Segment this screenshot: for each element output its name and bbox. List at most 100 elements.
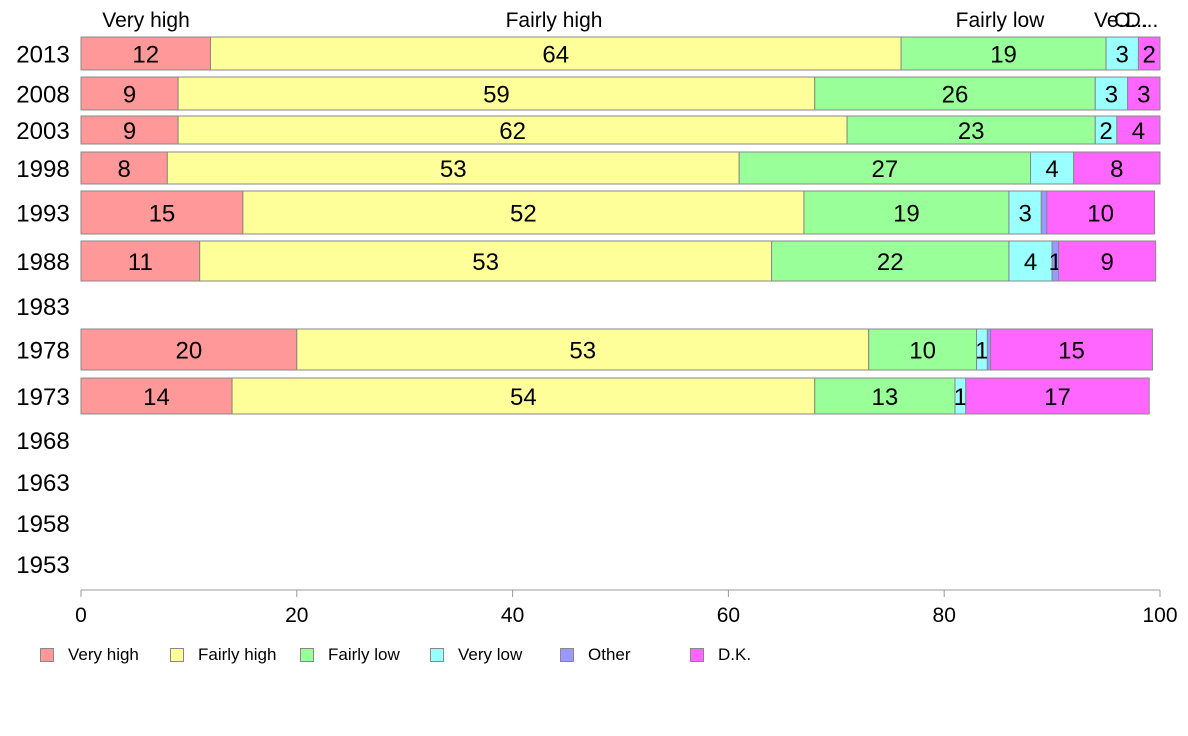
bar-data-label: 2: [1099, 118, 1112, 145]
legend-item: Very high: [40, 645, 170, 665]
year-tick-label: 1958: [16, 511, 69, 538]
bar-data-label: 8: [1110, 156, 1123, 183]
bar-data-label: 15: [1058, 338, 1085, 365]
bar-data-label: 13: [872, 384, 899, 411]
bar-data-label: 3: [1137, 82, 1150, 109]
bar-segment: [1116, 115, 1161, 145]
legend-item: Other: [560, 645, 690, 665]
bar-data-label: 15: [149, 201, 176, 228]
bar-segment: [177, 76, 816, 111]
bar-data-label: 11: [128, 249, 153, 276]
legend-label: Other: [588, 645, 631, 664]
year-tick-label: 2008: [16, 82, 69, 109]
bar-segment: [771, 240, 1010, 282]
bar-segment: [80, 190, 244, 235]
bar-segment: [242, 190, 805, 235]
top-series-label: Fairly high: [506, 9, 603, 32]
bar-segment: [803, 190, 1010, 235]
bar-segment: [900, 36, 1107, 71]
year-tick-label: 1983: [16, 294, 69, 321]
year-tick-label: 2003: [16, 118, 69, 145]
bar-segment: [80, 76, 179, 111]
bar-data-label: 27: [872, 156, 899, 183]
bar-data-label: 4: [1045, 156, 1058, 183]
bar-data-label: 3: [1105, 82, 1118, 109]
bar-segment: [80, 328, 298, 371]
legend-swatch: [560, 648, 574, 662]
bar-segment: [990, 328, 1153, 371]
bar-data-label: 12: [132, 42, 159, 69]
bar-data-label: 9: [1100, 249, 1113, 276]
legend-item: Fairly high: [170, 645, 300, 665]
bar-data-label: 53: [472, 249, 499, 276]
year-tick-label: 1993: [16, 201, 69, 228]
bar-segment: [80, 151, 168, 185]
legend-swatch: [430, 648, 444, 662]
bar-data-label: 20: [176, 338, 203, 365]
bar-segment: [80, 36, 211, 71]
bar-segment: [80, 115, 179, 145]
bar-data-label: 22: [877, 249, 904, 276]
chart-legend: Very high Fairly high Fairly low Very low Ot…: [40, 645, 820, 665]
top-series-label: O...: [1114, 9, 1148, 32]
bar-data-label: 54: [510, 384, 537, 411]
bar-segment: [166, 151, 740, 185]
bar-segment: [199, 240, 773, 282]
bar-segment: [1030, 151, 1075, 185]
legend-label: Very low: [458, 645, 523, 664]
bar-data-label: 8: [117, 156, 130, 183]
bar-data-label: 53: [569, 338, 596, 365]
bar-segment: [1046, 190, 1156, 235]
legend-item: D.K.: [690, 645, 820, 665]
year-tick-label: 1998: [16, 156, 69, 183]
bar-data-label: 10: [1087, 201, 1114, 228]
bar-data-label: 53: [440, 156, 467, 183]
x-tick-label: 100: [1142, 604, 1177, 627]
x-tick-label: 0: [75, 604, 87, 627]
bar-data-label: 10: [909, 338, 936, 365]
x-tick-label: 80: [933, 604, 956, 627]
bar-data-label: 26: [942, 82, 969, 109]
bar-segment: [1040, 190, 1048, 235]
top-series-label: Very high: [102, 9, 190, 32]
bar-segment: [1058, 240, 1157, 282]
bar-data-label: 1: [954, 384, 967, 411]
legend-swatch: [40, 648, 54, 662]
bar-data-label: 4: [1024, 249, 1037, 276]
bar-segment: [814, 76, 1096, 111]
legend-label: Fairly high: [198, 645, 277, 664]
bar-segment: [965, 377, 1150, 415]
bar-data-label: 2: [1143, 42, 1156, 69]
bar-segment: [231, 377, 816, 415]
bar-data-label: 59: [483, 82, 510, 109]
legend-swatch: [690, 648, 704, 662]
x-tick-label: 20: [285, 604, 308, 627]
bar-segment: [296, 328, 870, 371]
bar-data-label: 1: [975, 338, 988, 365]
top-series-label: D...: [1126, 9, 1159, 32]
legend-swatch: [170, 648, 184, 662]
bar-data-label: 64: [542, 42, 569, 69]
bar-data-label: 62: [499, 118, 526, 145]
bar-data-label: 52: [510, 201, 537, 228]
bar-data-label: 3: [1116, 42, 1129, 69]
year-tick-label: 1963: [16, 470, 69, 497]
year-tick-label: 1978: [16, 338, 69, 365]
top-series-label: Ve...: [1094, 9, 1136, 32]
bar-segment: [80, 240, 201, 282]
x-tick-label: 60: [717, 604, 740, 627]
legend-label: Very high: [68, 645, 139, 664]
top-series-label: Fairly low: [956, 9, 1046, 32]
year-tick-label: 1968: [16, 428, 69, 455]
bar-segment: [1127, 76, 1161, 111]
bar-segment: [1073, 151, 1161, 185]
year-tick-label: 1953: [16, 552, 69, 579]
year-tick-label: 1988: [16, 249, 69, 276]
bar-segment: [814, 377, 956, 415]
legend-item: Very low: [430, 645, 560, 665]
bar-data-label: 4: [1132, 118, 1145, 145]
bar-data-label: 19: [893, 201, 920, 228]
legend-label: Fairly low: [328, 645, 400, 664]
bar-segment: [177, 115, 848, 145]
